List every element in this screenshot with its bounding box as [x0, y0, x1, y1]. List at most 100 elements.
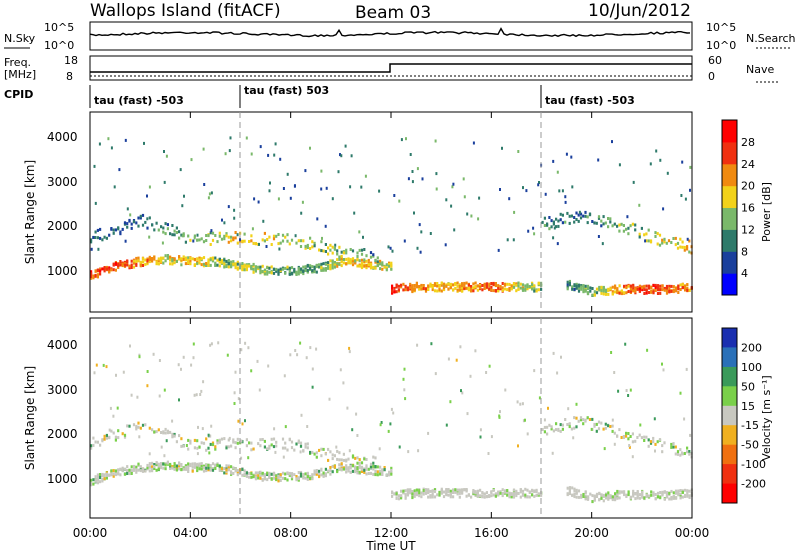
power-cell — [411, 284, 414, 288]
power-cell — [337, 170, 340, 174]
power-cell — [490, 282, 493, 285]
power-cell — [577, 286, 581, 290]
velocity-cell — [580, 495, 583, 499]
velocity-cell — [101, 479, 104, 483]
power-cell — [555, 225, 558, 229]
power-cell — [663, 240, 666, 244]
power-cell — [440, 283, 443, 287]
velocity-cell — [322, 474, 325, 478]
velocity-cell — [286, 478, 289, 482]
power-cell — [369, 264, 373, 268]
power-cell — [684, 197, 687, 201]
velocity-cell — [686, 492, 689, 496]
velocity-cell — [374, 465, 377, 468]
velocity-cell — [136, 395, 139, 399]
velocity-cell — [200, 465, 203, 468]
power-cell — [316, 217, 319, 221]
velocity-cell — [654, 449, 656, 453]
power-cell — [656, 242, 659, 246]
velocity-cell — [279, 479, 282, 482]
noise-right-tick-bottom: 10^0 — [706, 39, 736, 52]
velocity-cell — [476, 494, 479, 498]
power-cell — [440, 289, 443, 293]
power-cell — [586, 291, 590, 295]
velocity-cell — [354, 470, 357, 474]
velocity-cell — [390, 469, 393, 472]
velocity-cell — [130, 468, 133, 472]
power-cell — [672, 285, 675, 289]
velocity-cell — [304, 442, 307, 446]
velocity-cell — [324, 474, 327, 478]
velocity-ylabel: Slant Range [km] — [23, 366, 37, 470]
velocity-cell — [236, 441, 239, 445]
velocity-cell — [653, 417, 656, 421]
velocity-cell — [404, 493, 407, 497]
cpid-segment-3: tau (fast) -503 — [545, 94, 635, 107]
velocity-cell — [512, 492, 516, 496]
power-cell — [248, 240, 251, 243]
velocity-cell — [434, 372, 437, 376]
power-cell — [105, 236, 108, 240]
velocity-cell — [367, 467, 370, 471]
power-cell — [318, 263, 321, 267]
velocity-cell — [543, 430, 546, 434]
velocity-cell — [625, 495, 628, 498]
power-cell — [402, 282, 405, 286]
power-cell — [320, 169, 323, 173]
power-cell — [141, 213, 145, 217]
velocity-cell — [656, 440, 659, 444]
velocity-cell — [135, 424, 138, 428]
velocity-cell — [487, 452, 490, 455]
power-cell — [193, 236, 196, 240]
velocity-cell — [268, 471, 271, 475]
power-cell — [598, 288, 601, 292]
power-cell — [207, 196, 210, 200]
velocity-cell — [189, 463, 192, 467]
power-cell — [461, 287, 464, 290]
power-cell — [304, 244, 307, 248]
power-cell — [262, 219, 265, 223]
velocity-cell — [94, 475, 97, 479]
velocity-cell — [130, 472, 133, 475]
power-ytick-4000: 4000 — [47, 130, 78, 144]
velocity-cell — [573, 426, 576, 430]
velocity-cell — [456, 488, 459, 492]
power-cell — [688, 239, 691, 243]
velocity-cell — [207, 466, 210, 470]
power-cell — [327, 252, 330, 256]
power-cell — [92, 274, 95, 278]
velocity-cell — [299, 450, 302, 454]
power-cell — [591, 293, 594, 297]
power-cell — [531, 283, 534, 287]
power-cell — [351, 249, 355, 253]
power-cell — [575, 286, 578, 290]
velocity-cell — [178, 398, 180, 402]
power-cell — [379, 259, 382, 263]
velocity-cell — [191, 465, 194, 469]
velocity-cell — [647, 494, 651, 498]
velocity-cell — [403, 388, 406, 392]
velocity-cell — [105, 472, 108, 476]
velocity-cell — [397, 494, 400, 498]
velocity-cell — [155, 463, 158, 467]
power-cell — [288, 242, 291, 246]
power-cell — [588, 213, 592, 217]
velocity-cell — [180, 437, 183, 441]
power-cell — [193, 264, 196, 267]
power-cell — [541, 220, 544, 224]
power-cell — [506, 288, 509, 292]
velocity-cell — [568, 422, 571, 426]
power-cell — [203, 183, 206, 186]
power-cell — [677, 287, 680, 291]
velocity-cell — [550, 425, 553, 429]
velocity-cell — [646, 348, 649, 352]
velocity-cell — [631, 432, 634, 436]
velocity-cell — [586, 497, 590, 501]
velocity-cell — [568, 425, 571, 429]
velocity-cell — [211, 467, 215, 470]
power-cell — [674, 243, 677, 247]
power-cell — [306, 263, 309, 267]
power-cell — [230, 260, 233, 264]
velocity-cell — [668, 491, 671, 495]
velocity-cell — [528, 495, 531, 499]
